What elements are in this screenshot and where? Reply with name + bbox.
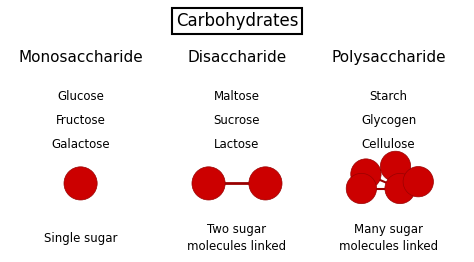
Text: Many sugar
molecules linked: Many sugar molecules linked bbox=[339, 223, 438, 253]
Ellipse shape bbox=[249, 167, 282, 200]
Text: Monosaccharide: Monosaccharide bbox=[18, 50, 143, 65]
Text: Maltose: Maltose bbox=[214, 90, 260, 103]
Text: Two sugar
molecules linked: Two sugar molecules linked bbox=[187, 223, 287, 253]
Text: Carbohydrates: Carbohydrates bbox=[176, 12, 298, 30]
Text: Single sugar: Single sugar bbox=[44, 232, 118, 245]
Text: Polysaccharide: Polysaccharide bbox=[331, 50, 446, 65]
Text: Glucose: Glucose bbox=[57, 90, 104, 103]
Text: Disaccharide: Disaccharide bbox=[187, 50, 287, 65]
Ellipse shape bbox=[403, 167, 433, 197]
Ellipse shape bbox=[192, 167, 225, 200]
Ellipse shape bbox=[385, 173, 415, 204]
Ellipse shape bbox=[380, 151, 410, 182]
Text: Starch: Starch bbox=[370, 90, 408, 103]
Ellipse shape bbox=[64, 167, 97, 200]
Text: Sucrose: Sucrose bbox=[214, 114, 260, 127]
Ellipse shape bbox=[351, 159, 381, 189]
Ellipse shape bbox=[346, 173, 376, 204]
Text: Fructose: Fructose bbox=[55, 114, 106, 127]
Text: Galactose: Galactose bbox=[51, 138, 110, 151]
Text: Lactose: Lactose bbox=[214, 138, 260, 151]
Text: Glycogen: Glycogen bbox=[361, 114, 416, 127]
Text: Cellulose: Cellulose bbox=[362, 138, 416, 151]
